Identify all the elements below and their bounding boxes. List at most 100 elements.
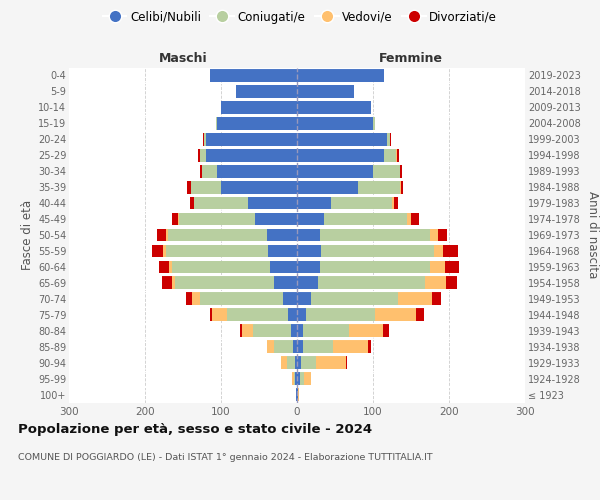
Text: Femmine: Femmine	[379, 52, 443, 65]
Bar	[303, 324, 349, 337]
Bar	[166, 228, 168, 241]
Bar	[368, 340, 371, 353]
Bar	[172, 212, 178, 226]
Bar	[297, 356, 301, 369]
Bar	[300, 372, 304, 385]
Bar	[172, 260, 271, 274]
Bar	[296, 388, 297, 401]
Bar	[383, 324, 389, 337]
Bar	[203, 133, 206, 145]
Bar	[274, 340, 293, 353]
Bar	[266, 340, 274, 353]
Bar	[268, 244, 297, 258]
Bar	[322, 244, 434, 258]
Bar	[430, 228, 437, 241]
Bar	[394, 196, 398, 209]
Bar	[187, 181, 191, 194]
Bar	[186, 292, 192, 305]
Bar	[221, 101, 297, 114]
Text: Popolazione per età, sesso e stato civile - 2024: Popolazione per età, sesso e stato civil…	[18, 422, 372, 436]
Bar	[334, 340, 368, 353]
Bar	[297, 308, 306, 321]
Bar	[398, 292, 432, 305]
Bar	[190, 196, 194, 209]
Bar	[297, 69, 385, 82]
Bar	[212, 308, 227, 321]
Bar	[320, 260, 430, 274]
Bar	[297, 372, 300, 385]
Bar	[253, 324, 291, 337]
Bar	[323, 212, 407, 226]
Bar	[274, 276, 297, 289]
Bar	[206, 149, 297, 162]
Bar	[152, 244, 163, 258]
Bar	[297, 196, 331, 209]
Bar	[374, 308, 416, 321]
Bar	[358, 181, 400, 194]
Bar	[287, 356, 295, 369]
Bar	[194, 196, 248, 209]
Bar	[163, 244, 166, 258]
Bar	[373, 165, 400, 177]
Bar	[292, 372, 294, 385]
Text: COMUNE DI POGGIARDO (LE) - Dati ISTAT 1° gennaio 2024 - Elaborazione TUTTITALIA.: COMUNE DI POGGIARDO (LE) - Dati ISTAT 1°…	[18, 452, 433, 462]
Bar	[221, 181, 297, 194]
Bar	[432, 292, 442, 305]
Bar	[397, 149, 399, 162]
Bar	[200, 149, 206, 162]
Bar	[248, 196, 297, 209]
Y-axis label: Fasce di età: Fasce di età	[20, 200, 34, 270]
Bar	[236, 85, 297, 98]
Bar	[217, 165, 297, 177]
Bar	[306, 308, 374, 321]
Bar	[191, 181, 221, 194]
Bar	[288, 308, 297, 321]
Bar	[346, 356, 347, 369]
Bar	[271, 260, 297, 274]
Bar	[217, 117, 297, 130]
Bar	[425, 276, 446, 289]
Bar	[385, 149, 396, 162]
Bar	[215, 117, 217, 130]
Bar	[160, 260, 169, 274]
Bar	[281, 356, 287, 369]
Bar	[392, 196, 394, 209]
Bar	[202, 165, 217, 177]
Bar	[316, 356, 346, 369]
Bar	[294, 372, 295, 385]
Bar	[297, 181, 358, 194]
Bar	[266, 228, 297, 241]
Bar	[411, 212, 419, 226]
Bar	[318, 276, 425, 289]
Bar	[166, 244, 268, 258]
Bar	[434, 244, 443, 258]
Bar	[172, 276, 175, 289]
Bar	[396, 149, 397, 162]
Bar	[283, 292, 297, 305]
Bar	[446, 276, 457, 289]
Bar	[200, 165, 202, 177]
Legend: Celibi/Nubili, Coniugati/e, Vedovi/e, Divorziati/e: Celibi/Nubili, Coniugati/e, Vedovi/e, Di…	[98, 6, 502, 28]
Bar	[297, 149, 385, 162]
Bar	[179, 212, 255, 226]
Bar	[157, 228, 166, 241]
Bar	[163, 276, 172, 289]
Bar	[198, 149, 200, 162]
Bar	[400, 181, 401, 194]
Bar	[303, 340, 334, 353]
Bar	[297, 212, 323, 226]
Bar	[291, 324, 297, 337]
Bar	[298, 388, 299, 401]
Bar	[297, 340, 303, 353]
Bar	[297, 244, 322, 258]
Bar	[297, 324, 303, 337]
Bar	[400, 165, 402, 177]
Y-axis label: Anni di nascita: Anni di nascita	[586, 192, 599, 278]
Bar	[401, 181, 403, 194]
Bar	[304, 372, 311, 385]
Bar	[416, 308, 424, 321]
Bar	[311, 292, 398, 305]
Bar	[297, 133, 386, 145]
Bar	[297, 276, 318, 289]
Bar	[301, 356, 316, 369]
